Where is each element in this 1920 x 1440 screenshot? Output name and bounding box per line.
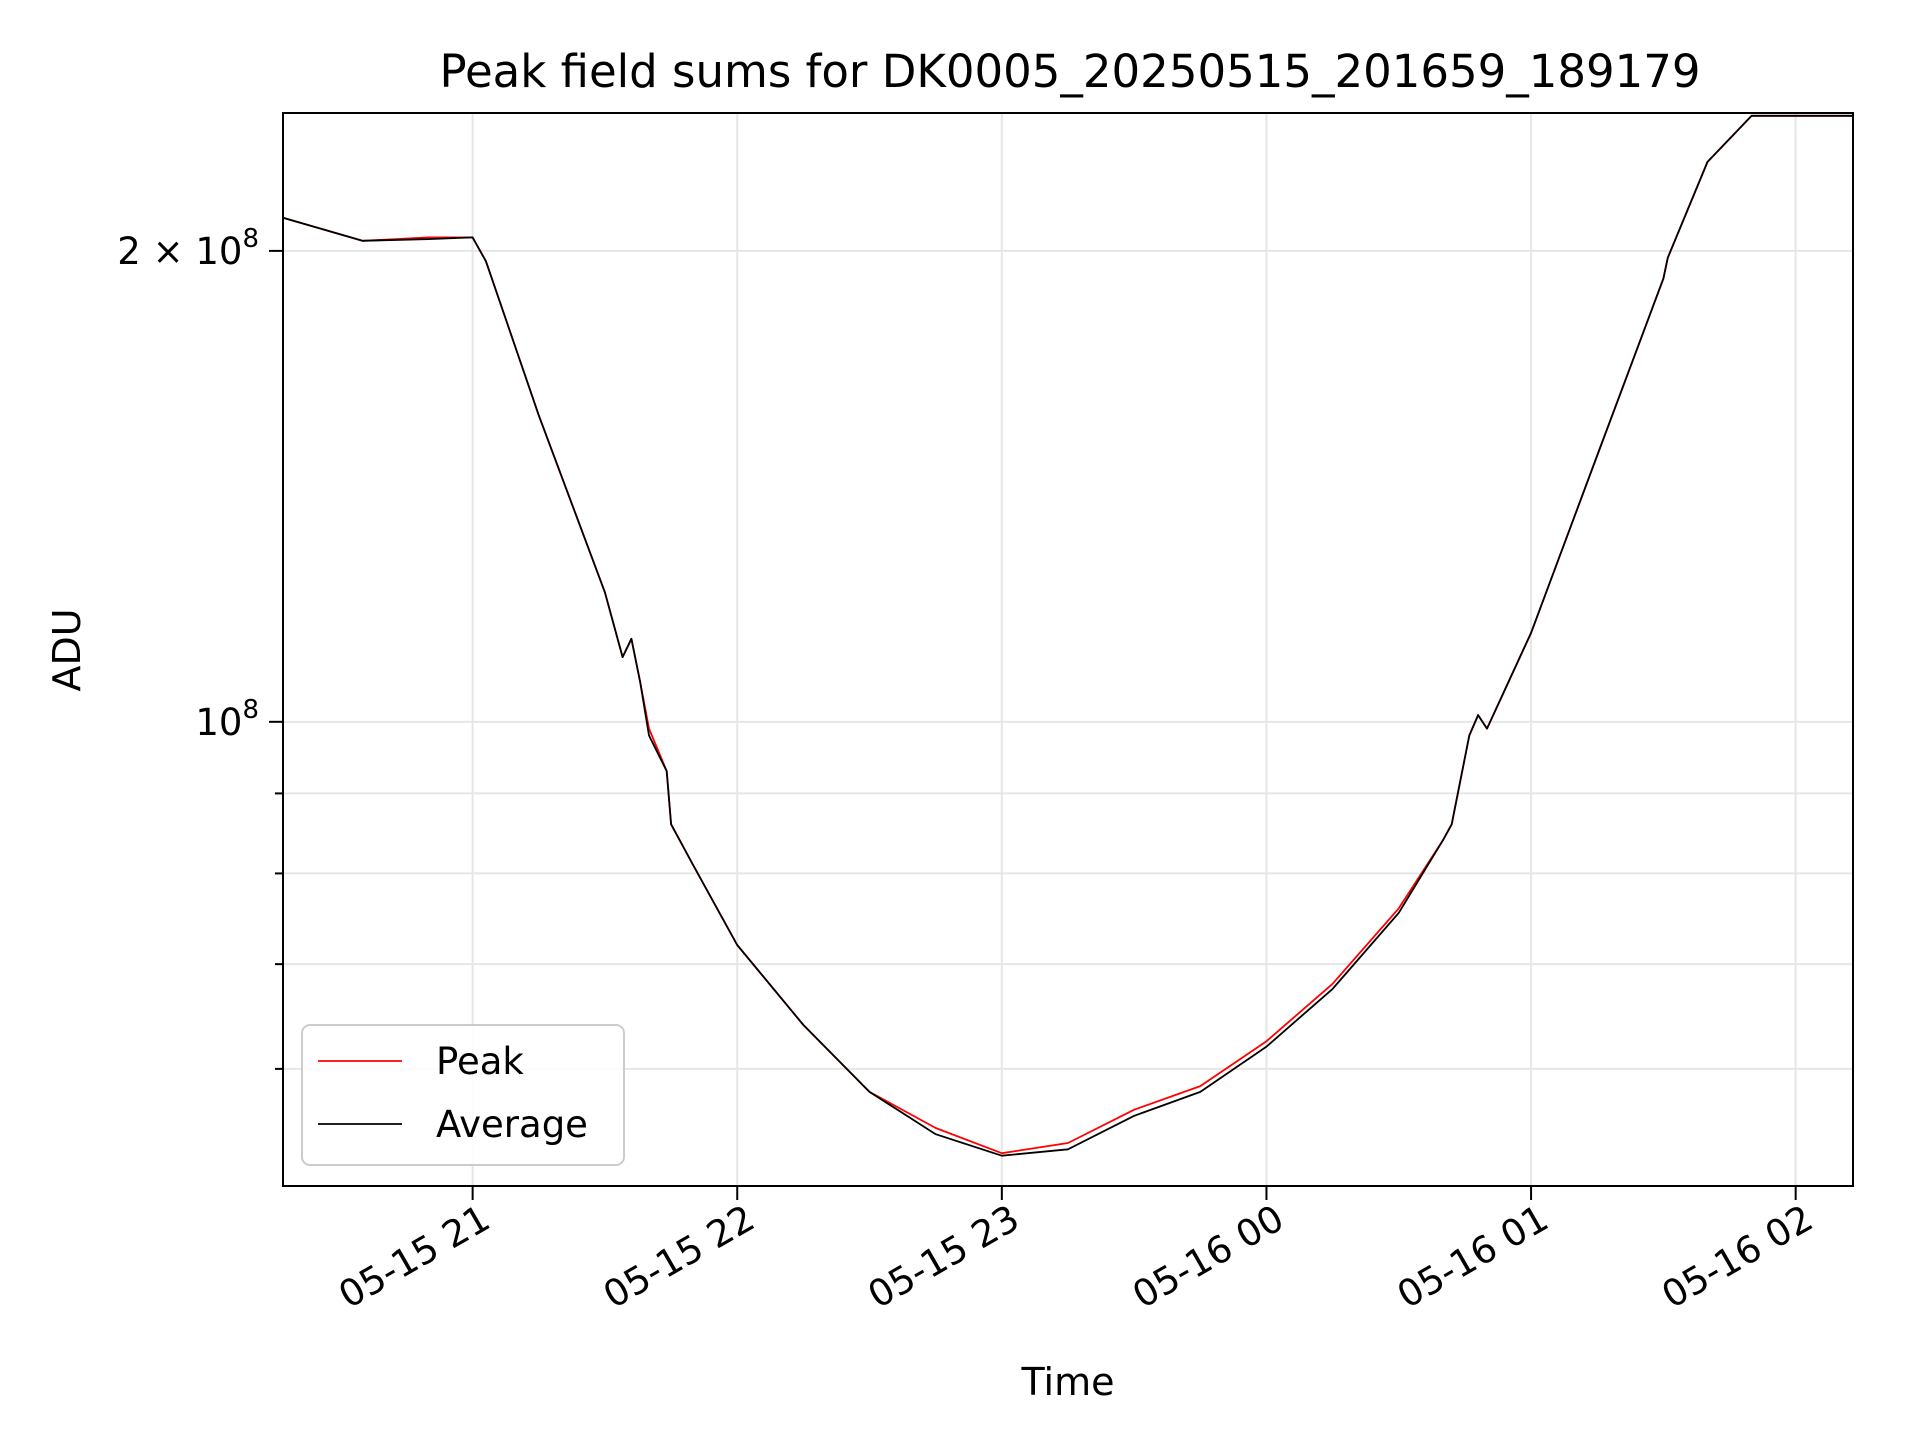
legend-label-peak: Peak xyxy=(436,1040,524,1083)
chart-title: Peak field sums for DK0005_20250515_2016… xyxy=(439,45,1700,98)
y-tick-label: 2 × 108 xyxy=(117,224,259,273)
legend-box xyxy=(301,1024,625,1166)
y-axis-label: ADU xyxy=(45,608,89,691)
series-lines xyxy=(282,114,1853,1157)
legend-label-average: Average xyxy=(436,1103,588,1146)
x-axis-label: Time xyxy=(1021,1360,1115,1404)
series-line-average xyxy=(282,114,1853,1157)
legend: Peak Average xyxy=(301,1024,625,1166)
y-tick-label: 108 xyxy=(195,695,259,744)
y-major-ticks: 108 2 × 108 xyxy=(117,224,283,744)
y-minor-ticks xyxy=(275,792,283,1070)
plot-frame xyxy=(282,112,1854,1187)
